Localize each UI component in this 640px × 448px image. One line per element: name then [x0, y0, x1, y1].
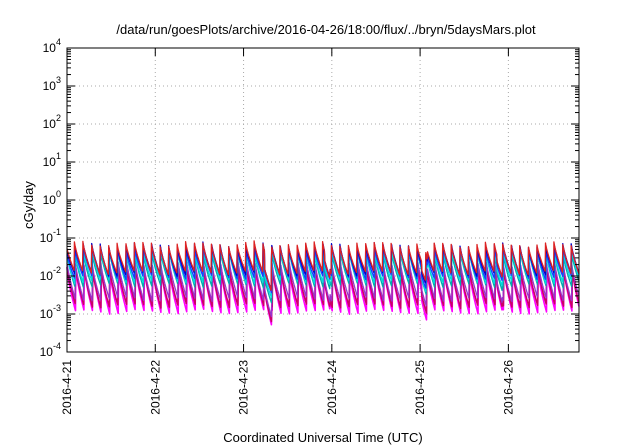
- y-tick-label: 102: [43, 113, 61, 131]
- y-tick-base: 10: [40, 269, 54, 283]
- y-tick-label: 104: [43, 37, 61, 55]
- x-tick-label: 2016-4-25: [413, 360, 427, 415]
- y-tick-base: 10: [40, 231, 54, 245]
- y-tick-label: 101: [43, 151, 61, 169]
- y-tick-exponent: -2: [53, 265, 61, 275]
- y-tick-base: 10: [43, 117, 57, 131]
- y-tick-base: 10: [43, 193, 57, 207]
- y-tick-exponent: 2: [56, 113, 61, 123]
- y-tick-label: 100: [43, 189, 61, 207]
- ticks: [66, 47, 579, 353]
- x-axis-label: Coordinated Universal Time (UTC): [223, 430, 422, 445]
- y-tick-label: 10-3: [40, 303, 61, 321]
- x-tick-labels: 2016-4-21 2016-4-22 2016-4-23 2016-4-24 2016…: [60, 360, 515, 415]
- y-tick-exponent: 0: [56, 189, 61, 199]
- chart-title: /data/run/goesPlots/archive/2016-04-26/1…: [116, 22, 536, 37]
- x-tick-label: 2016-4-23: [237, 360, 251, 415]
- x-tick-label: 2016-4-22: [148, 360, 162, 415]
- y-tick-exponent: 4: [56, 37, 61, 47]
- y-tick-base: 10: [43, 79, 57, 93]
- x-tick-label: 2016-4-26: [501, 360, 515, 415]
- y-tick-label: 10-4: [40, 341, 61, 359]
- y-axis-label: cGy/day: [21, 181, 36, 229]
- y-tick-exponent: -3: [53, 303, 61, 313]
- y-tick-exponent: -4: [53, 341, 61, 351]
- y-tick-exponent: 1: [56, 151, 61, 161]
- y-tick-base: 10: [43, 155, 57, 169]
- y-tick-exponent: -1: [53, 227, 61, 237]
- y-tick-base: 10: [40, 307, 54, 321]
- series-line: [66, 265, 580, 326]
- y-tick-label: 10-2: [40, 265, 61, 283]
- y-tick-base: 10: [43, 41, 57, 55]
- y-tick-label: 10-1: [40, 227, 61, 245]
- y-tick-exponent: 3: [56, 75, 61, 85]
- x-tick-label: 2016-4-21: [60, 360, 74, 415]
- x-tick-label: 2016-4-24: [325, 360, 339, 415]
- y-tick-label: 103: [43, 75, 61, 93]
- series-line: [66, 240, 580, 291]
- y-tick-base: 10: [40, 345, 54, 359]
- series-layer: [66, 240, 580, 326]
